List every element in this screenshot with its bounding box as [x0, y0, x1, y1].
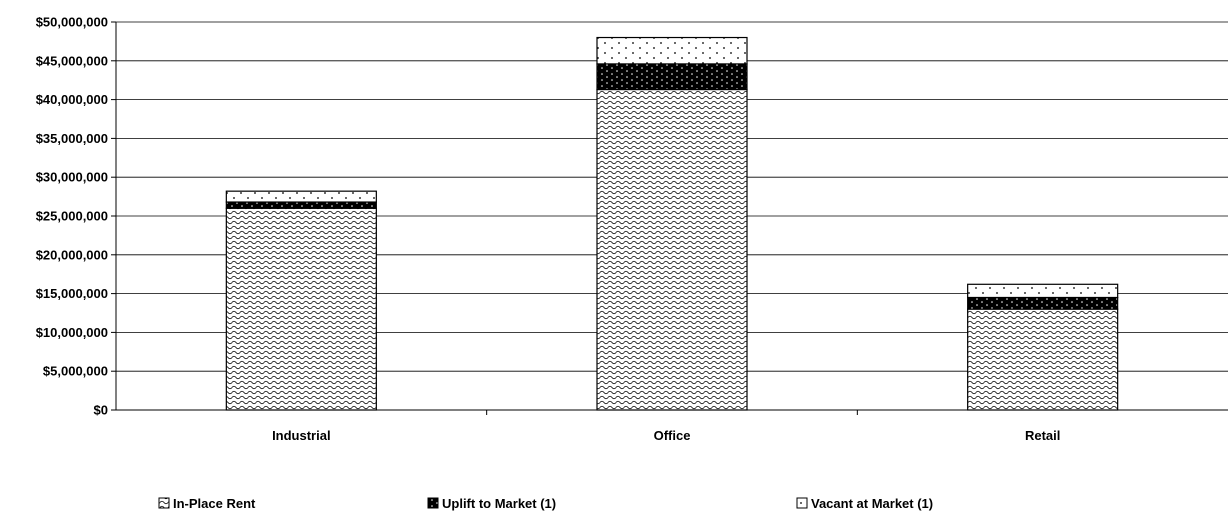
- uplift-to-market-segment-office: [596, 63, 748, 91]
- legend-swatch: [796, 497, 808, 509]
- uplift-to-market-segment-industrial: [225, 201, 377, 209]
- y-axis-ticks: $0 $5,000,000 $10,000,000 $15,000,000 $20,00…: [36, 15, 116, 418]
- legend-label: In-Place Rent: [173, 496, 256, 511]
- legend-label: Vacant at Market (1): [811, 496, 933, 511]
- legend: In-Place Rent Uplift to Market (1) Vacant …: [158, 496, 933, 511]
- y-tick-label: $25,000,000: [36, 209, 108, 224]
- y-tick-label: $15,000,000: [36, 286, 108, 301]
- uplift-to-market-segment-retail: [967, 296, 1119, 310]
- x-category-label: Industrial: [272, 428, 331, 443]
- y-tick-label: $35,000,000: [36, 131, 108, 146]
- in-place-rent-segment-retail: [967, 308, 1119, 411]
- y-tick-label: $0: [94, 403, 108, 418]
- vacant-at-market-segment-industrial: [225, 190, 377, 203]
- axes: [115, 22, 1228, 415]
- legend-label: Uplift to Market (1): [442, 496, 556, 511]
- y-tick-label: $10,000,000: [36, 325, 108, 340]
- vacant-at-market-segment-office: [596, 36, 748, 65]
- legend-swatch: [158, 497, 170, 509]
- y-tick-label: $40,000,000: [36, 92, 108, 107]
- y-tick-label: $30,000,000: [36, 170, 108, 185]
- in-place-rent-segment-industrial: [225, 207, 377, 411]
- y-tick-label: $20,000,000: [36, 247, 108, 262]
- y-tick-label: $5,000,000: [43, 364, 108, 379]
- vacant-at-market-segment-retail: [967, 283, 1119, 299]
- legend-swatch: [427, 497, 439, 509]
- y-tick-label: $45,000,000: [36, 53, 108, 68]
- in-place-rent-segment-office: [596, 88, 748, 411]
- x-category-label: Retail: [1025, 428, 1060, 443]
- x-category-label: Office: [654, 428, 691, 443]
- y-tick-label: $50,000,000: [36, 15, 108, 30]
- bars: [225, 36, 1119, 411]
- x-axis-labels: Industrial Office Retail: [272, 428, 1060, 443]
